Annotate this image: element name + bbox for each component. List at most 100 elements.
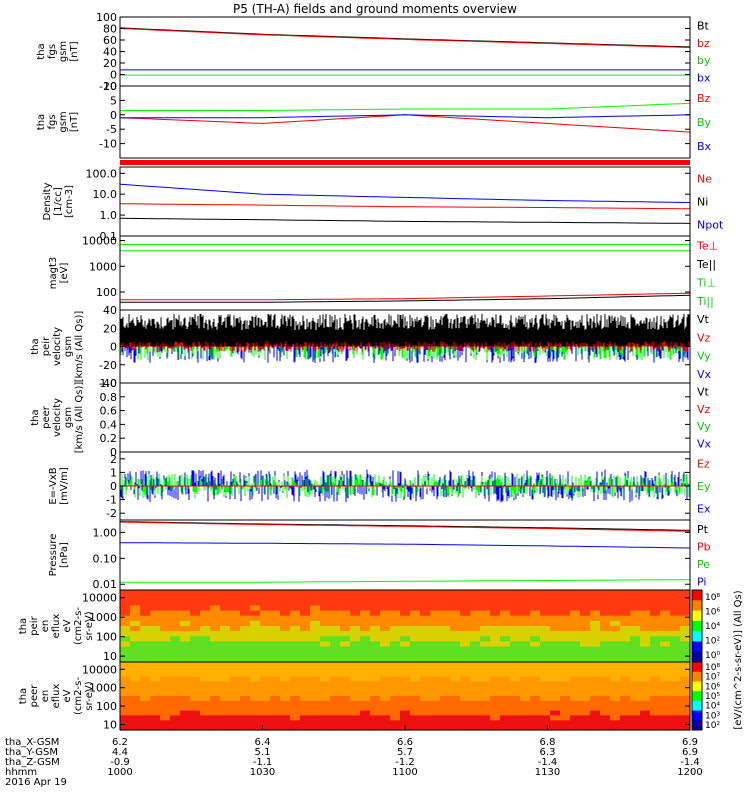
xaxis-value: 6.2	[112, 737, 128, 748]
peir-vel-tick-label: -40	[99, 377, 117, 390]
peer-spec-ylabel: peer	[29, 684, 40, 708]
colorbar-0-swatch	[692, 590, 702, 601]
peir-vel-tick-label: -20	[99, 359, 117, 372]
peir-vel-ylabel: [km/s (All Qs)]	[74, 311, 85, 383]
pressure-series-Pe	[120, 579, 690, 583]
colorbar-1-label: 10⁸	[705, 663, 720, 673]
density-tick-label: 10.0	[93, 188, 118, 201]
peir-vel-legend-0: Vt	[697, 313, 710, 326]
density-tick-label: 0.1	[100, 230, 118, 243]
temp-ylabel: magt3	[48, 257, 59, 290]
xaxis-value: 1200	[677, 767, 702, 778]
peir-spec-tick-label: 10	[103, 650, 117, 663]
temp-tick-label: 1000	[89, 260, 117, 273]
fgs-comp-ylabel: gsm	[58, 111, 69, 132]
peir-spec-tick-label: 1000	[89, 611, 117, 624]
peir-spec-ylabel: eflux	[51, 614, 62, 639]
colorbar-1-frame	[691, 661, 703, 731]
temp-series-Te||	[120, 294, 691, 303]
fgs-mag-legend-2: by	[697, 54, 711, 67]
colorbar-0-swatch	[692, 651, 702, 663]
xaxis-value: 6.3	[540, 747, 556, 758]
colorbar-0-swatch	[692, 620, 702, 632]
density-legend-2: Npot	[697, 219, 724, 232]
density-tick-label: 1.0	[100, 209, 118, 222]
colorbar-0-label: 10⁰	[705, 651, 720, 661]
peir-spec-ylabel: sr-eV)	[84, 611, 95, 640]
colorbar-unit: [eV/(cm^2-s-sr-eV)] (All Qs)	[733, 590, 744, 729]
fgs-mag-frame	[119, 16, 691, 87]
xaxis-row-label: tha_X-GSM	[5, 737, 59, 748]
pressure-legend-2: Pe	[697, 558, 710, 571]
pressure-tick-label: 0.10	[93, 552, 118, 565]
colorbar-0-label: 10⁶	[705, 608, 720, 618]
fgs-comp-legend-0: Bz	[697, 92, 711, 105]
efield-tick-label: 2	[110, 453, 117, 466]
temp-ylabel: [eV]	[59, 263, 70, 284]
density-tick-label: 100.0	[86, 167, 118, 180]
fgs-comp-series-Bx	[120, 114, 691, 119]
xaxis-value: 1130	[535, 767, 560, 778]
xaxis-value: 1100	[392, 767, 417, 778]
pressure-legend-3: Pi	[697, 575, 706, 588]
fgs-mag-tick-label: 80	[103, 23, 117, 36]
pressure-series-Pi	[120, 542, 691, 549]
pressure-tick-label: 0.01	[93, 578, 118, 591]
temp-legend-3: Ti||	[696, 295, 714, 308]
peir-spec-ylabel: (cm2-s-	[73, 607, 84, 645]
xaxis-value: -1.1	[253, 757, 273, 768]
peer-vel-ylabel: gsm	[63, 407, 74, 428]
fgs-comp-legend-2: Bx	[697, 140, 712, 153]
temp-legend-0: Te⊥	[696, 239, 718, 252]
colorbar-1-swatch	[692, 720, 702, 731]
peir-vel-ylabel: tha	[30, 338, 41, 354]
fgs-mag-ylabel: [nT]	[69, 41, 80, 61]
fgs-comp-tick-label: 10	[103, 80, 117, 93]
xaxis-row-label: hhmm	[5, 767, 37, 778]
density-series-Npot	[119, 183, 691, 203]
xaxis-value: -0.9	[110, 757, 130, 768]
efield-legend-1: Ey	[697, 480, 711, 493]
colorbar-1-swatch	[692, 662, 702, 673]
fgs-comp-ylabel: tha	[36, 114, 47, 130]
fgs-mag-tick-label: 40	[103, 46, 117, 59]
efield-legend-0: Ez	[697, 457, 710, 470]
colorbar-1-label: 10⁶	[705, 682, 720, 692]
xaxis-value: 5.7	[397, 747, 413, 758]
peer-spec-ylabel: eflux	[51, 684, 62, 709]
colorbar-0-swatch	[692, 600, 702, 612]
peer-spec-tick-label: 100	[96, 700, 117, 713]
efield-ylabel: E=-VxB	[48, 467, 59, 504]
xaxis-value: -1.4	[680, 757, 700, 768]
fgs-comp-tick-label: 5	[110, 94, 117, 107]
temp-series-Te⊥	[120, 292, 691, 301]
peer-vel-ylabel: velocity	[52, 398, 63, 437]
fgs-comp-series-By	[120, 102, 691, 111]
fgs-comp-frame	[119, 85, 691, 159]
efield-tick-label: 0	[110, 480, 117, 493]
colorbar-1-swatch	[692, 700, 702, 712]
colorbar-0-label: 10²	[705, 636, 720, 646]
colorbar-0-swatch	[692, 641, 702, 653]
xaxis-value: 6.8	[540, 737, 556, 748]
xaxis-value: 5.1	[255, 747, 271, 758]
xaxis-row-label: tha_Z-GSM	[5, 757, 60, 768]
peer-vel-tick-label: 0.6	[100, 405, 118, 418]
temp-legend-1: Te||	[696, 258, 716, 271]
fgs-mag-legend-3: bx	[697, 71, 711, 84]
efield-tick-label: -1	[106, 494, 117, 507]
pressure-ylabel: [nPa]	[59, 542, 70, 568]
pressure-legend-0: Pt	[697, 523, 709, 536]
peir-vel-ylabel: peir	[41, 336, 52, 356]
peir-spec-ylabel: peir	[29, 615, 40, 635]
fgs-mag-series-bz	[119, 28, 691, 48]
xaxis-value: 6.9	[682, 747, 698, 758]
xaxis-value: 6.6	[397, 737, 413, 748]
colorbar-0-label: 10⁸	[705, 593, 720, 603]
peer-vel-frame	[119, 382, 691, 453]
peir-vel-tick-label: 20	[103, 322, 117, 335]
fgs-mag-tick-label: 100	[96, 11, 117, 24]
fgs-mag-tick-label: 60	[103, 34, 117, 47]
fgs-comp-tick-label: -5	[106, 123, 117, 136]
